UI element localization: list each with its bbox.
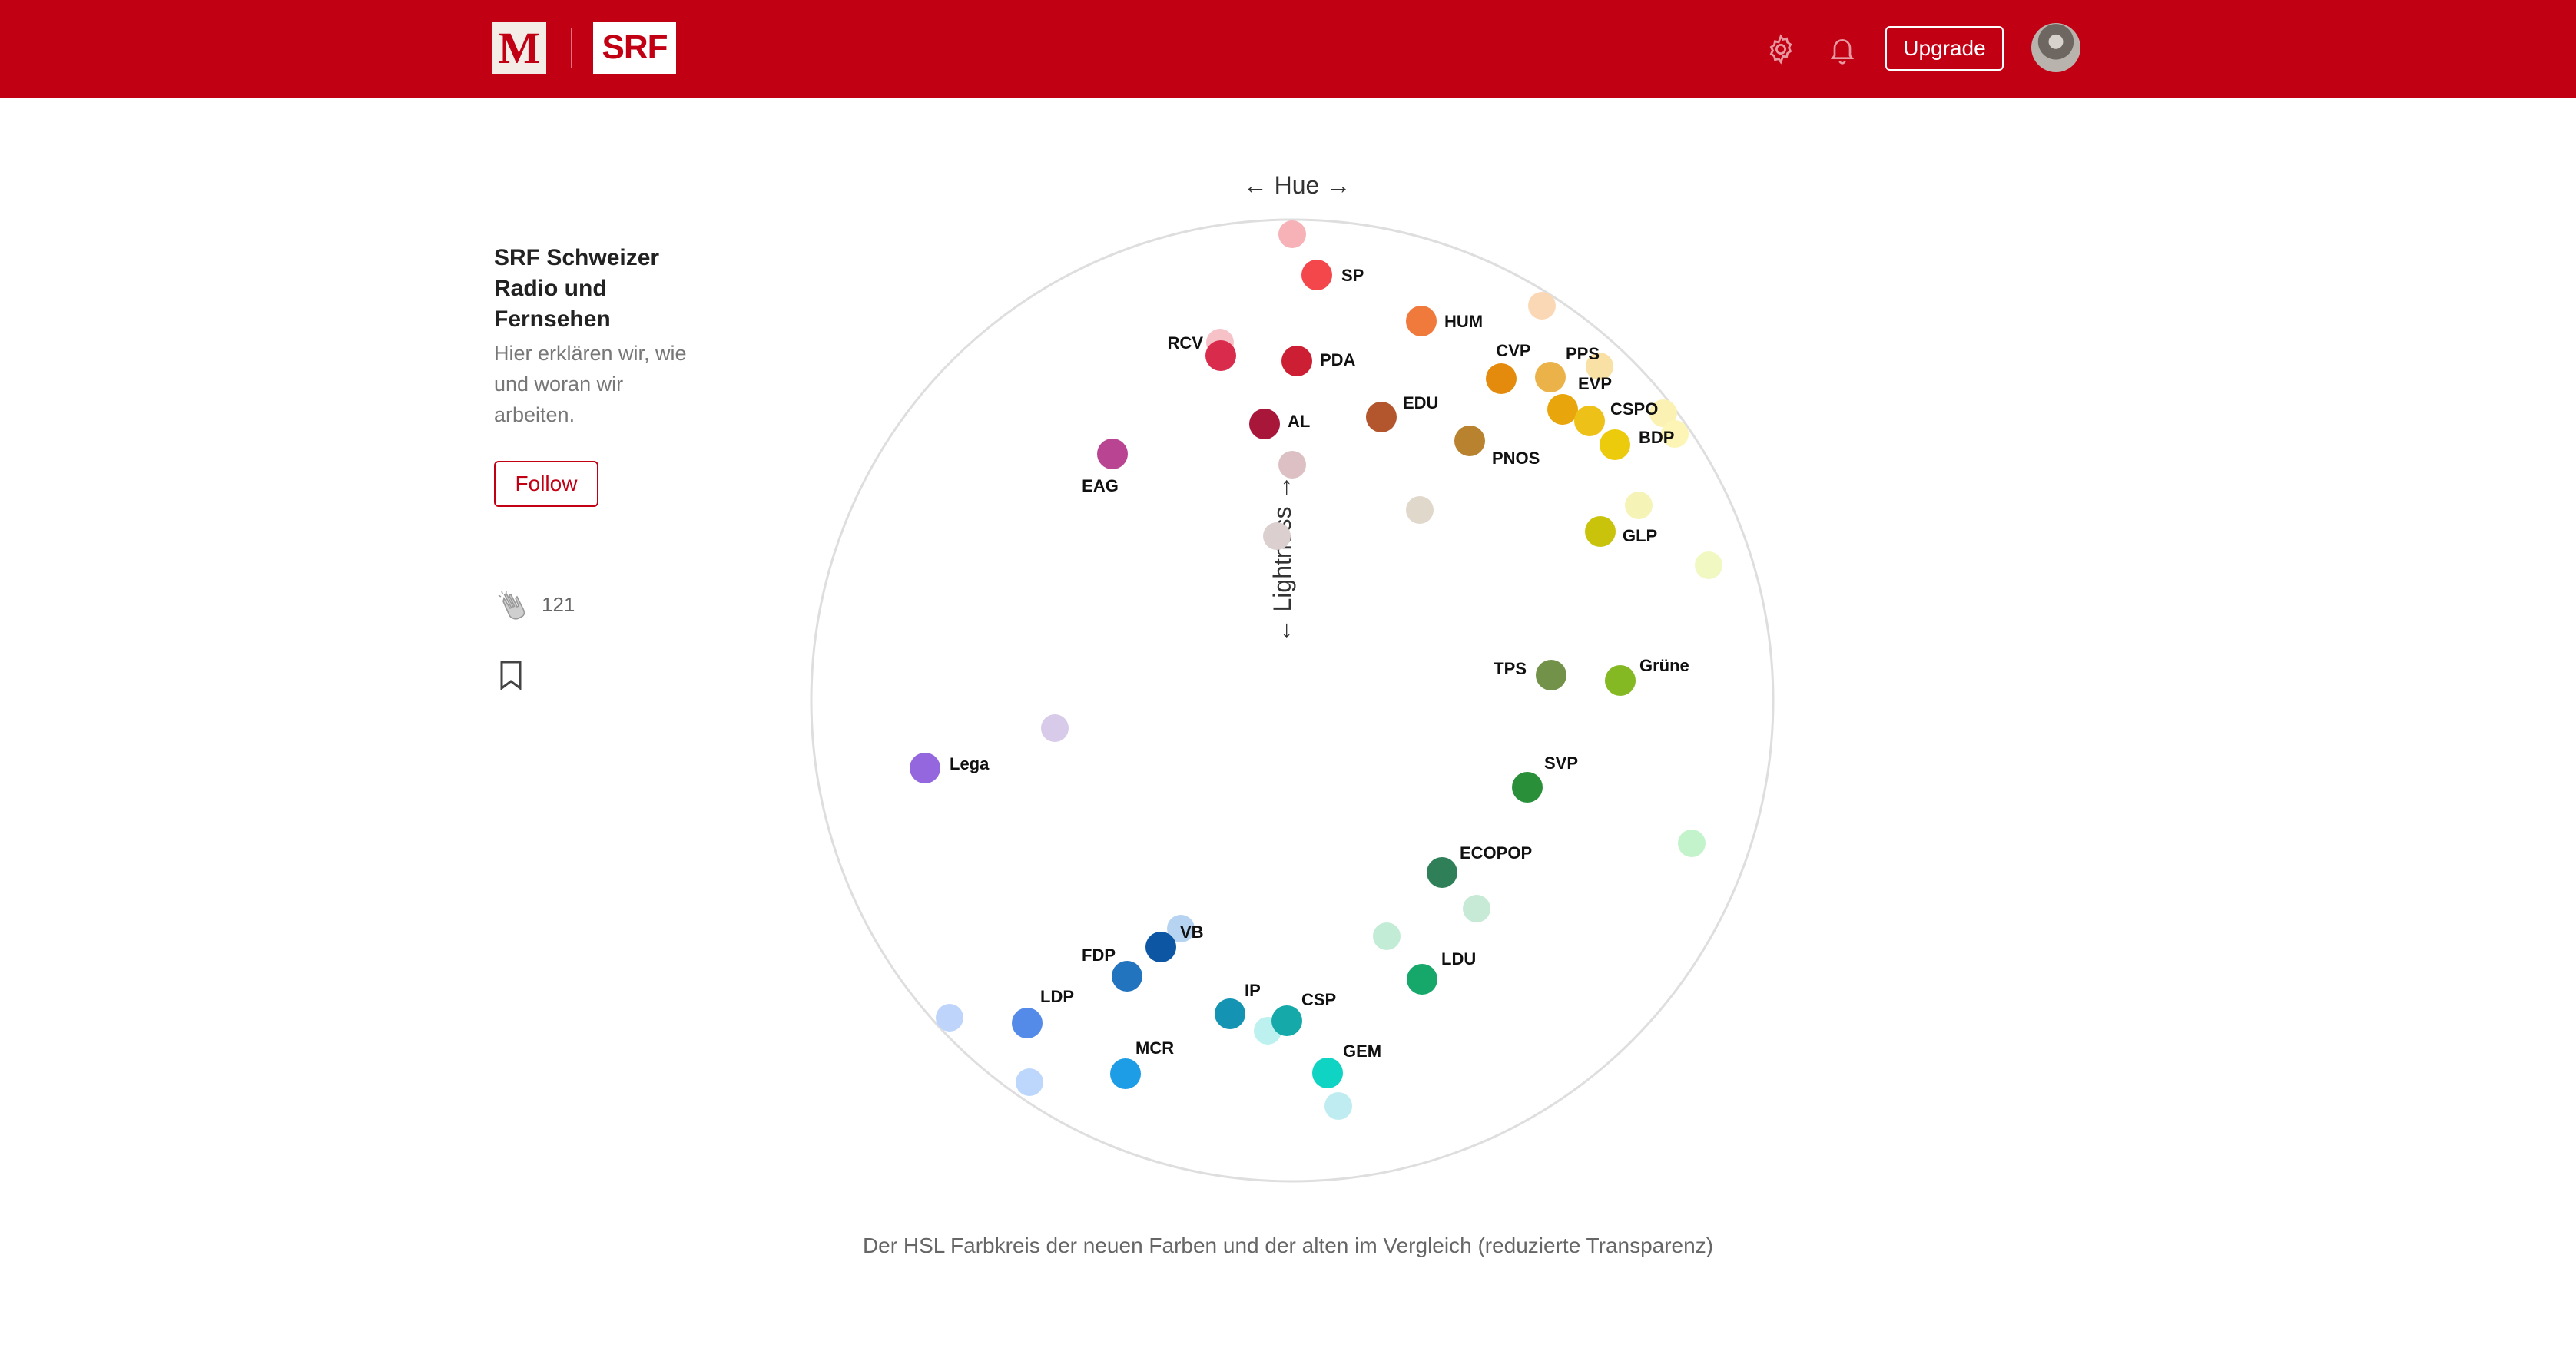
old-color-dot xyxy=(1373,922,1401,950)
old-color-dot xyxy=(1528,292,1556,320)
party-label-vb: VB xyxy=(1180,922,1204,942)
party-label-ecopop: ECOPOP xyxy=(1460,843,1532,863)
medium-logo[interactable]: M xyxy=(492,22,546,74)
party-label-cspo: CSPO xyxy=(1610,399,1658,419)
party-label-sp: SP xyxy=(1341,266,1364,285)
bell-icon[interactable] xyxy=(1824,31,1861,68)
party-dot-cspo xyxy=(1574,406,1605,436)
party-dot-pnos xyxy=(1454,426,1485,456)
old-color-dot xyxy=(1586,353,1613,380)
wheel-outline xyxy=(810,218,1775,1183)
party-dot-gruene xyxy=(1605,665,1636,696)
logo-divider xyxy=(571,28,572,68)
old-color-dot xyxy=(1678,830,1706,857)
publication-sidebar: SRF Schweizer Radio und Fernsehen Hier e… xyxy=(494,243,701,690)
party-dot-edu xyxy=(1366,402,1397,432)
party-dot-ldu xyxy=(1407,964,1437,995)
party-label-pnos: PNOS xyxy=(1492,449,1540,468)
clap-button[interactable]: 121 xyxy=(494,586,701,623)
hue-axis-label: ← Hue → xyxy=(1243,171,1351,199)
old-color-dot xyxy=(1649,399,1677,427)
party-dot-bdp xyxy=(1600,429,1630,460)
gear-icon[interactable] xyxy=(1762,31,1799,68)
party-label-ldu: LDU xyxy=(1441,949,1476,969)
party-label-gruene: Grüne xyxy=(1639,656,1689,675)
hsl-color-wheel: ← Hue → ← Lightness → SP HUM RCV PDA CVP PPS E… xyxy=(810,171,1775,1183)
party-dot-al xyxy=(1249,409,1280,439)
old-color-dot xyxy=(1625,492,1653,519)
party-dot-ip xyxy=(1215,998,1245,1029)
party-dot-pda xyxy=(1281,346,1312,376)
top-navigation-bar: M SRF Upgrade xyxy=(0,0,2576,98)
old-color-dot xyxy=(1041,714,1069,742)
publication-name[interactable]: SRF Schweizer Radio und Fernsehen xyxy=(494,245,660,332)
party-dot-evp xyxy=(1547,394,1578,425)
lightness-axis-label: ← Lightness → xyxy=(1268,475,1296,644)
old-color-dot xyxy=(1324,1092,1352,1120)
party-dot-rcv xyxy=(1205,340,1236,371)
old-color-dot xyxy=(1263,522,1291,550)
party-label-lega: Lega xyxy=(950,754,990,773)
old-color-dot xyxy=(1016,1068,1043,1096)
old-color-dot xyxy=(1278,451,1306,479)
figure-caption: Der HSL Farbkreis der neuen Farben und d… xyxy=(862,1234,1714,1257)
party-label-evp: EVP xyxy=(1578,374,1612,393)
party-dot-ecopop xyxy=(1427,857,1457,888)
hsl-color-wheel-figure: ← Hue → ← Lightness → SP HUM RCV PDA CVP PPS E… xyxy=(799,169,1782,1202)
party-label-svp: SVP xyxy=(1544,753,1578,773)
party-label-ldp: LDP xyxy=(1040,987,1074,1006)
publication-description: Hier erklären wir, wie und woran wir arb… xyxy=(494,342,687,426)
old-color-dot xyxy=(1406,496,1434,524)
party-label-pda: PDA xyxy=(1320,350,1356,369)
party-label-csp: CSP xyxy=(1301,990,1336,1009)
party-dot-pps xyxy=(1535,362,1566,392)
party-dot-fdp xyxy=(1112,961,1142,992)
user-avatar[interactable] xyxy=(2031,23,2080,72)
party-label-edu: EDU xyxy=(1403,393,1438,412)
clap-icon[interactable] xyxy=(494,586,531,623)
party-dot-svp xyxy=(1512,772,1543,803)
old-color-dot xyxy=(1463,895,1490,922)
party-label-cvp: CVP xyxy=(1496,341,1530,360)
party-label-ip: IP xyxy=(1245,981,1261,1000)
bookmark-icon[interactable] xyxy=(499,660,523,690)
party-label-pps: PPS xyxy=(1566,344,1600,363)
party-dot-lega xyxy=(910,753,940,783)
old-color-dot xyxy=(936,1004,963,1032)
party-dot-tps xyxy=(1536,660,1566,690)
party-dot-gem xyxy=(1312,1058,1343,1088)
party-label-tps: TPS xyxy=(1494,659,1527,678)
party-dot-csp xyxy=(1271,1005,1302,1036)
clap-count: 121 xyxy=(542,592,575,616)
upgrade-button[interactable]: Upgrade xyxy=(1885,26,2004,71)
party-label-rcv: RCV xyxy=(1168,333,1204,353)
party-dot-sp xyxy=(1301,260,1332,290)
party-dot-eag xyxy=(1097,439,1128,469)
party-label-mcr: MCR xyxy=(1135,1038,1174,1058)
party-dot-cvp xyxy=(1486,363,1517,394)
old-color-dot xyxy=(1278,220,1306,248)
party-label-bdp: BDP xyxy=(1639,428,1674,447)
party-label-eag: EAG xyxy=(1082,476,1119,495)
party-label-hum: HUM xyxy=(1444,312,1483,331)
party-dot-hum xyxy=(1406,306,1437,336)
party-label-al: AL xyxy=(1288,412,1310,431)
party-dot-glp xyxy=(1585,516,1616,547)
follow-button[interactable]: Follow xyxy=(494,461,598,507)
party-dot-vb xyxy=(1145,932,1176,962)
party-label-fdp: FDP xyxy=(1082,945,1116,965)
party-label-glp: GLP xyxy=(1623,526,1657,545)
party-label-gem: GEM xyxy=(1343,1041,1381,1061)
party-dot-mcr xyxy=(1110,1058,1141,1089)
party-dot-ldp xyxy=(1012,1008,1043,1038)
srf-logo[interactable]: SRF xyxy=(593,22,676,74)
old-color-dot xyxy=(1695,551,1722,579)
old-color-dot xyxy=(1167,915,1195,942)
old-color-dot xyxy=(1661,420,1689,448)
